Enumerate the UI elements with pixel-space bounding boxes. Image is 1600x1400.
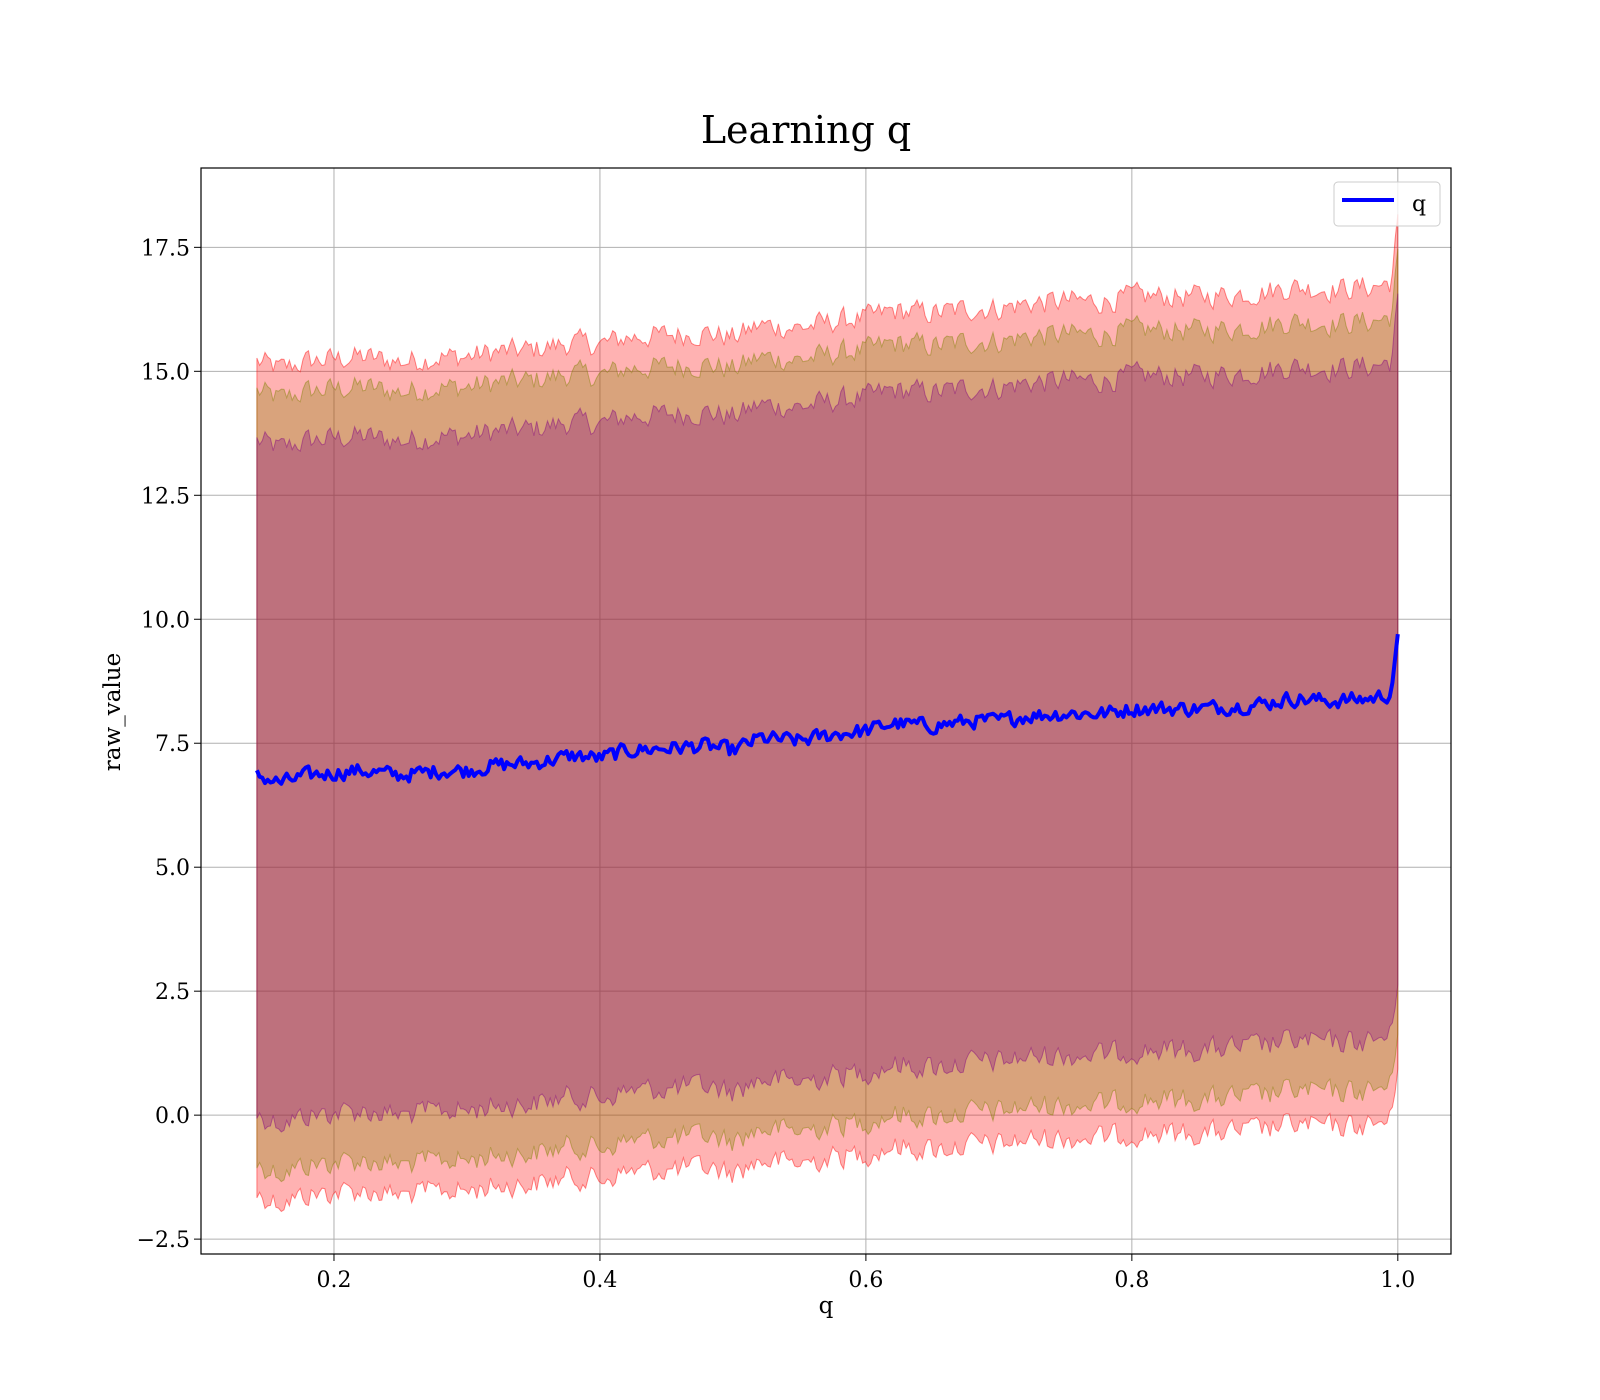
- y-tick-label: 17.5: [141, 236, 190, 261]
- y-tick-label: 5.0: [155, 856, 190, 881]
- x-axis-ticks: 0.2 0.4 0.6 0.8 1.0: [316, 1254, 1415, 1293]
- confidence-band: [256, 293, 1399, 1133]
- series-lines: [255, 633, 1400, 786]
- y-tick-label: −2.5: [137, 1228, 190, 1253]
- legend-label: q: [1412, 192, 1426, 217]
- y-tick-label: 15.0: [141, 360, 190, 385]
- grid: [201, 168, 1451, 1254]
- q-series-line: [255, 633, 1400, 786]
- plot-frame: [200, 167, 1452, 1255]
- x-tick-label: 0.8: [1114, 1268, 1149, 1293]
- legend-box: [1333, 181, 1441, 227]
- y-tick-label: 2.5: [155, 980, 190, 1005]
- confidence-band: [256, 248, 1399, 1183]
- x-axis-label: q: [819, 1293, 834, 1319]
- y-tick-label: 12.5: [141, 484, 190, 509]
- confidence-band: [256, 214, 1399, 1213]
- confidence-bands: [256, 214, 1399, 1213]
- legend: q: [1333, 181, 1441, 227]
- y-axis-ticks: −2.5 0.0 2.5 5.0 7.5 10.0 12.5 15.0 17.5: [137, 236, 201, 1253]
- y-axis-label: raw_value: [100, 653, 126, 771]
- x-tick-label: 1.0: [1380, 1268, 1415, 1293]
- chart-title: Learning q: [701, 108, 911, 152]
- x-tick-label: 0.6: [848, 1268, 883, 1293]
- x-tick-label: 0.4: [582, 1268, 617, 1293]
- y-tick-label: 10.0: [141, 608, 190, 633]
- y-tick-label: 0.0: [155, 1104, 190, 1129]
- y-tick-label: 7.5: [155, 732, 190, 757]
- x-tick-label: 0.2: [316, 1268, 351, 1293]
